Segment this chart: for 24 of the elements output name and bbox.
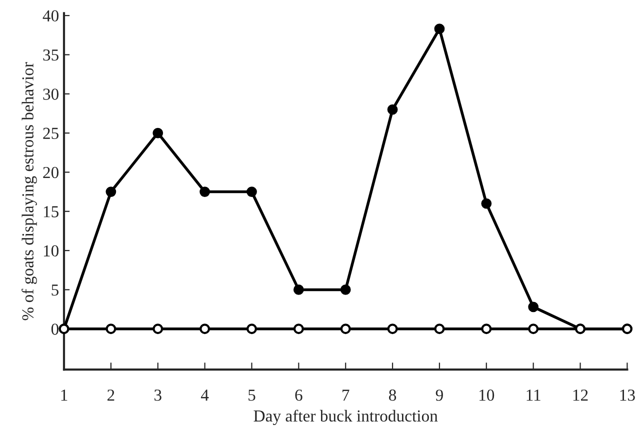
y-tick-label: 25 xyxy=(43,128,58,139)
y-tick-label: 15 xyxy=(44,206,58,218)
x-tick-label: 4 xyxy=(200,390,209,401)
x-tick-label: 5 xyxy=(248,390,256,401)
x-tick-label: 1 xyxy=(61,390,68,401)
y-tick-label: 20 xyxy=(43,166,59,178)
x-tick-label: 6 xyxy=(295,390,302,401)
y-tick-label: 35 xyxy=(43,49,58,61)
x-axis-title: Day after buck introduction xyxy=(254,410,438,426)
x-tick-label: 3 xyxy=(154,390,162,401)
x-tick-label: 7 xyxy=(342,390,350,401)
x-tick-label: 13 xyxy=(620,390,635,401)
y-tick-label: 10 xyxy=(44,245,59,256)
x-tick-label: 11 xyxy=(526,390,540,401)
x-tick-label: 8 xyxy=(389,390,396,401)
y-axis-title: % of goats displaying estrous behavior xyxy=(22,62,37,320)
x-tick-label: 2 xyxy=(108,390,114,401)
x-tick-label: 10 xyxy=(480,390,494,401)
x-tick-label: 12 xyxy=(573,390,588,401)
y-tick-label: 0 xyxy=(51,324,59,335)
x-tick-label: 9 xyxy=(436,390,443,401)
y-tick-label: 30 xyxy=(43,88,59,100)
y-tick-label: 40 xyxy=(42,10,59,22)
y-tick-label: 5 xyxy=(52,284,58,296)
